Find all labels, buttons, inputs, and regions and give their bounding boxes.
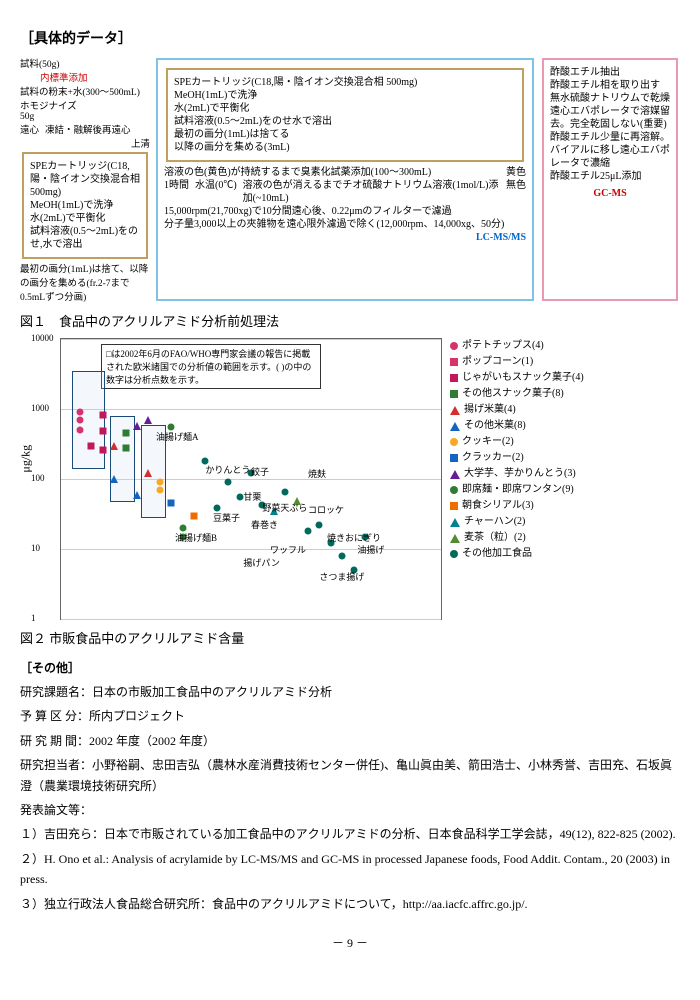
legend-item: その他加工食品	[450, 546, 584, 562]
other-line: ３）独立行政法人食品総合研究所：食品中のアクリルアミドについて，http://a…	[20, 894, 680, 914]
other-line: 研 究 期 間：2002 年度（2002 年度）	[20, 731, 680, 751]
legend-item: その他米菓(8)	[450, 418, 584, 434]
section-title: ［具体的データ］	[20, 28, 680, 48]
spe1-body: MeOH(1mL)で洗浄 水(2mL)で平衡化 試料溶液(0.5～2mL)をのせ…	[30, 199, 140, 251]
fig1-caption: 図１ 食品中のアクリルアミド分析前処理法	[20, 311, 680, 330]
spe1-box: SPEカートリッジ(C18,陽・陰イオン交換混合相 500mg) MeOH(1m…	[22, 152, 148, 259]
gcms-label: GC-MS	[550, 187, 670, 200]
spe2-box: SPEカートリッジ(C18,陽・陰イオン交換混合相 500mg) MeOH(1m…	[166, 68, 524, 162]
redis: 酢酸エチル少量に再溶解。バイアルに移し遠心エバポレータで濃縮	[550, 131, 670, 170]
legend-item: 大学芋、芋かりんとう(3)	[450, 466, 584, 482]
scatter-chart-wrap: □は2002年6月のFAO/WHO専門家会議の報告に掲載された欧米諸国での分析値…	[20, 338, 680, 620]
other-section: ［その他］ 研究課題名：日本の市販加工食品中のアクリルアミド分析予 算 区 分：…	[20, 659, 680, 914]
yellow-label: 黄色	[506, 166, 526, 179]
ea-phase: 酢酸エチル相を取り出す	[550, 79, 670, 92]
spe2-title: SPEカートリッジ(C18,陽・陰イオン交換混合相 500mg)	[174, 76, 516, 89]
gcms-box: 酢酸エチル抽出 酢酸エチル相を取り出す 無水硫酸ナトリウムで乾燥 遠心エバポレー…	[542, 58, 678, 301]
other-line: 研究課題名：日本の市販加工食品中のアクリルアミド分析	[20, 682, 680, 702]
spe2-body: MeOH(1mL)で洗浄 水(2mL)で平衡化 試料溶液(0.5～2mL)をのせ…	[174, 89, 516, 128]
other-line: 発表論文等：	[20, 800, 680, 820]
legend-item: 朝食シリアル(3)	[450, 498, 584, 514]
evap: 遠心エバポレータで溶媒留去。完全乾固しない(重要)	[550, 105, 670, 131]
uf: 分子量3,000以上の夾雑物を遠心限外濾過で除く(12,000rpm、14,00…	[164, 218, 526, 231]
legend-item: ポテトチップス(4)	[450, 338, 584, 354]
supern: 上清	[20, 136, 150, 150]
spe1-title: SPEカートリッジ(C18,陽・陰イオン交換混合相 500mg)	[30, 160, 140, 199]
legend-item: 揚げ米菓(4)	[450, 402, 584, 418]
centrifuge: 遠心	[20, 122, 39, 136]
legend-item: チャーハン(2)	[450, 514, 584, 530]
colorless: 無色	[506, 179, 526, 205]
legend-item: クラッカー(2)	[450, 450, 584, 466]
ea-extract: 酢酸エチル抽出	[550, 66, 670, 79]
mass: 50g	[20, 112, 150, 122]
hr: 1時間	[164, 179, 189, 205]
legend-item: じゃがいもスナック菓子(4)	[450, 370, 584, 386]
centr2: 15,000rpm(21,700xg)で10分間遠心後、0.22μmのフィルター…	[164, 205, 526, 218]
powder: 試料の粉末+水(300～500mL)	[20, 84, 150, 98]
lcms-label: LC-MS/MS	[164, 231, 526, 244]
sample-label: 試料(50g)	[20, 56, 150, 70]
scatter-chart: □は2002年6月のFAO/WHO専門家会議の報告に掲載された欧米諸国での分析値…	[60, 338, 442, 620]
spe2-first: 最初の画分(1mL)は捨てる	[174, 128, 516, 141]
legend-item: ポップコーン(1)	[450, 354, 584, 370]
legend-item: 即席麺・即席ワンタン(9)	[450, 482, 584, 498]
yellow-note: 溶液の色(黄色)が持続するまで臭素化試薬添加(100～300mL)	[164, 166, 500, 179]
legend-item: クッキー(2)	[450, 434, 584, 450]
legend-item: 麦茶（粒）(2)	[450, 530, 584, 546]
legend: ポテトチップス(4)ポップコーン(1)じゃがいもスナック菓子(4)その他スナック…	[450, 338, 584, 620]
spe1-foot: 最初の画分(1mL)は捨て、以降の画分を集める(fr.2-7まで0.5mLずつ分…	[20, 261, 150, 303]
flow-diagram: 試料(50g) 内標準添加 試料の粉末+水(300～500mL) ホモジナイズ …	[20, 56, 680, 303]
is-add: 内標準添加	[40, 70, 150, 84]
other-line: 予 算 区 分：所内プロジェクト	[20, 706, 680, 726]
other-line: ２）H. Ono et al.: Analysis of acrylamide …	[20, 849, 680, 890]
other-line: １）吉田充ら：日本で市販されている加工食品中のアクリルアミドの分析、日本食品科学…	[20, 824, 680, 844]
other-heading: ［その他］	[20, 659, 680, 676]
other-line: 研究担当者：小野裕嗣、忠田吉弘（農林水産消費技術センター併任)、亀山眞由美、箭田…	[20, 755, 680, 796]
naso4: 無水硫酸ナトリウムで乾燥	[550, 92, 670, 105]
fig2-caption: 図２ 市販食品中のアクリルアミド含量	[20, 628, 680, 647]
ea25: 酢酸エチル25μL添加	[550, 170, 670, 183]
temp: 水温(0℃)	[195, 179, 237, 205]
spe2-rest: 以降の画分を集める(3mL)	[174, 141, 516, 154]
page-number: － 9 －	[20, 934, 680, 951]
homog: ホモジナイズ	[20, 98, 150, 112]
freeze: 凍結・融解後再遠心	[45, 122, 131, 136]
chart-note: □は2002年6月のFAO/WHO専門家会議の報告に掲載された欧米諸国での分析値…	[101, 344, 321, 389]
lcms-box: SPEカートリッジ(C18,陽・陰イオン交換混合相 500mg) MeOH(1m…	[156, 58, 534, 301]
thio: 溶液の色が消えるまでチオ硫酸ナトリウム溶液(1mol/L)添加(~10mL)	[243, 179, 500, 205]
legend-item: その他スナック菓子(8)	[450, 386, 584, 402]
y-axis-label: μg/kg	[19, 445, 34, 473]
